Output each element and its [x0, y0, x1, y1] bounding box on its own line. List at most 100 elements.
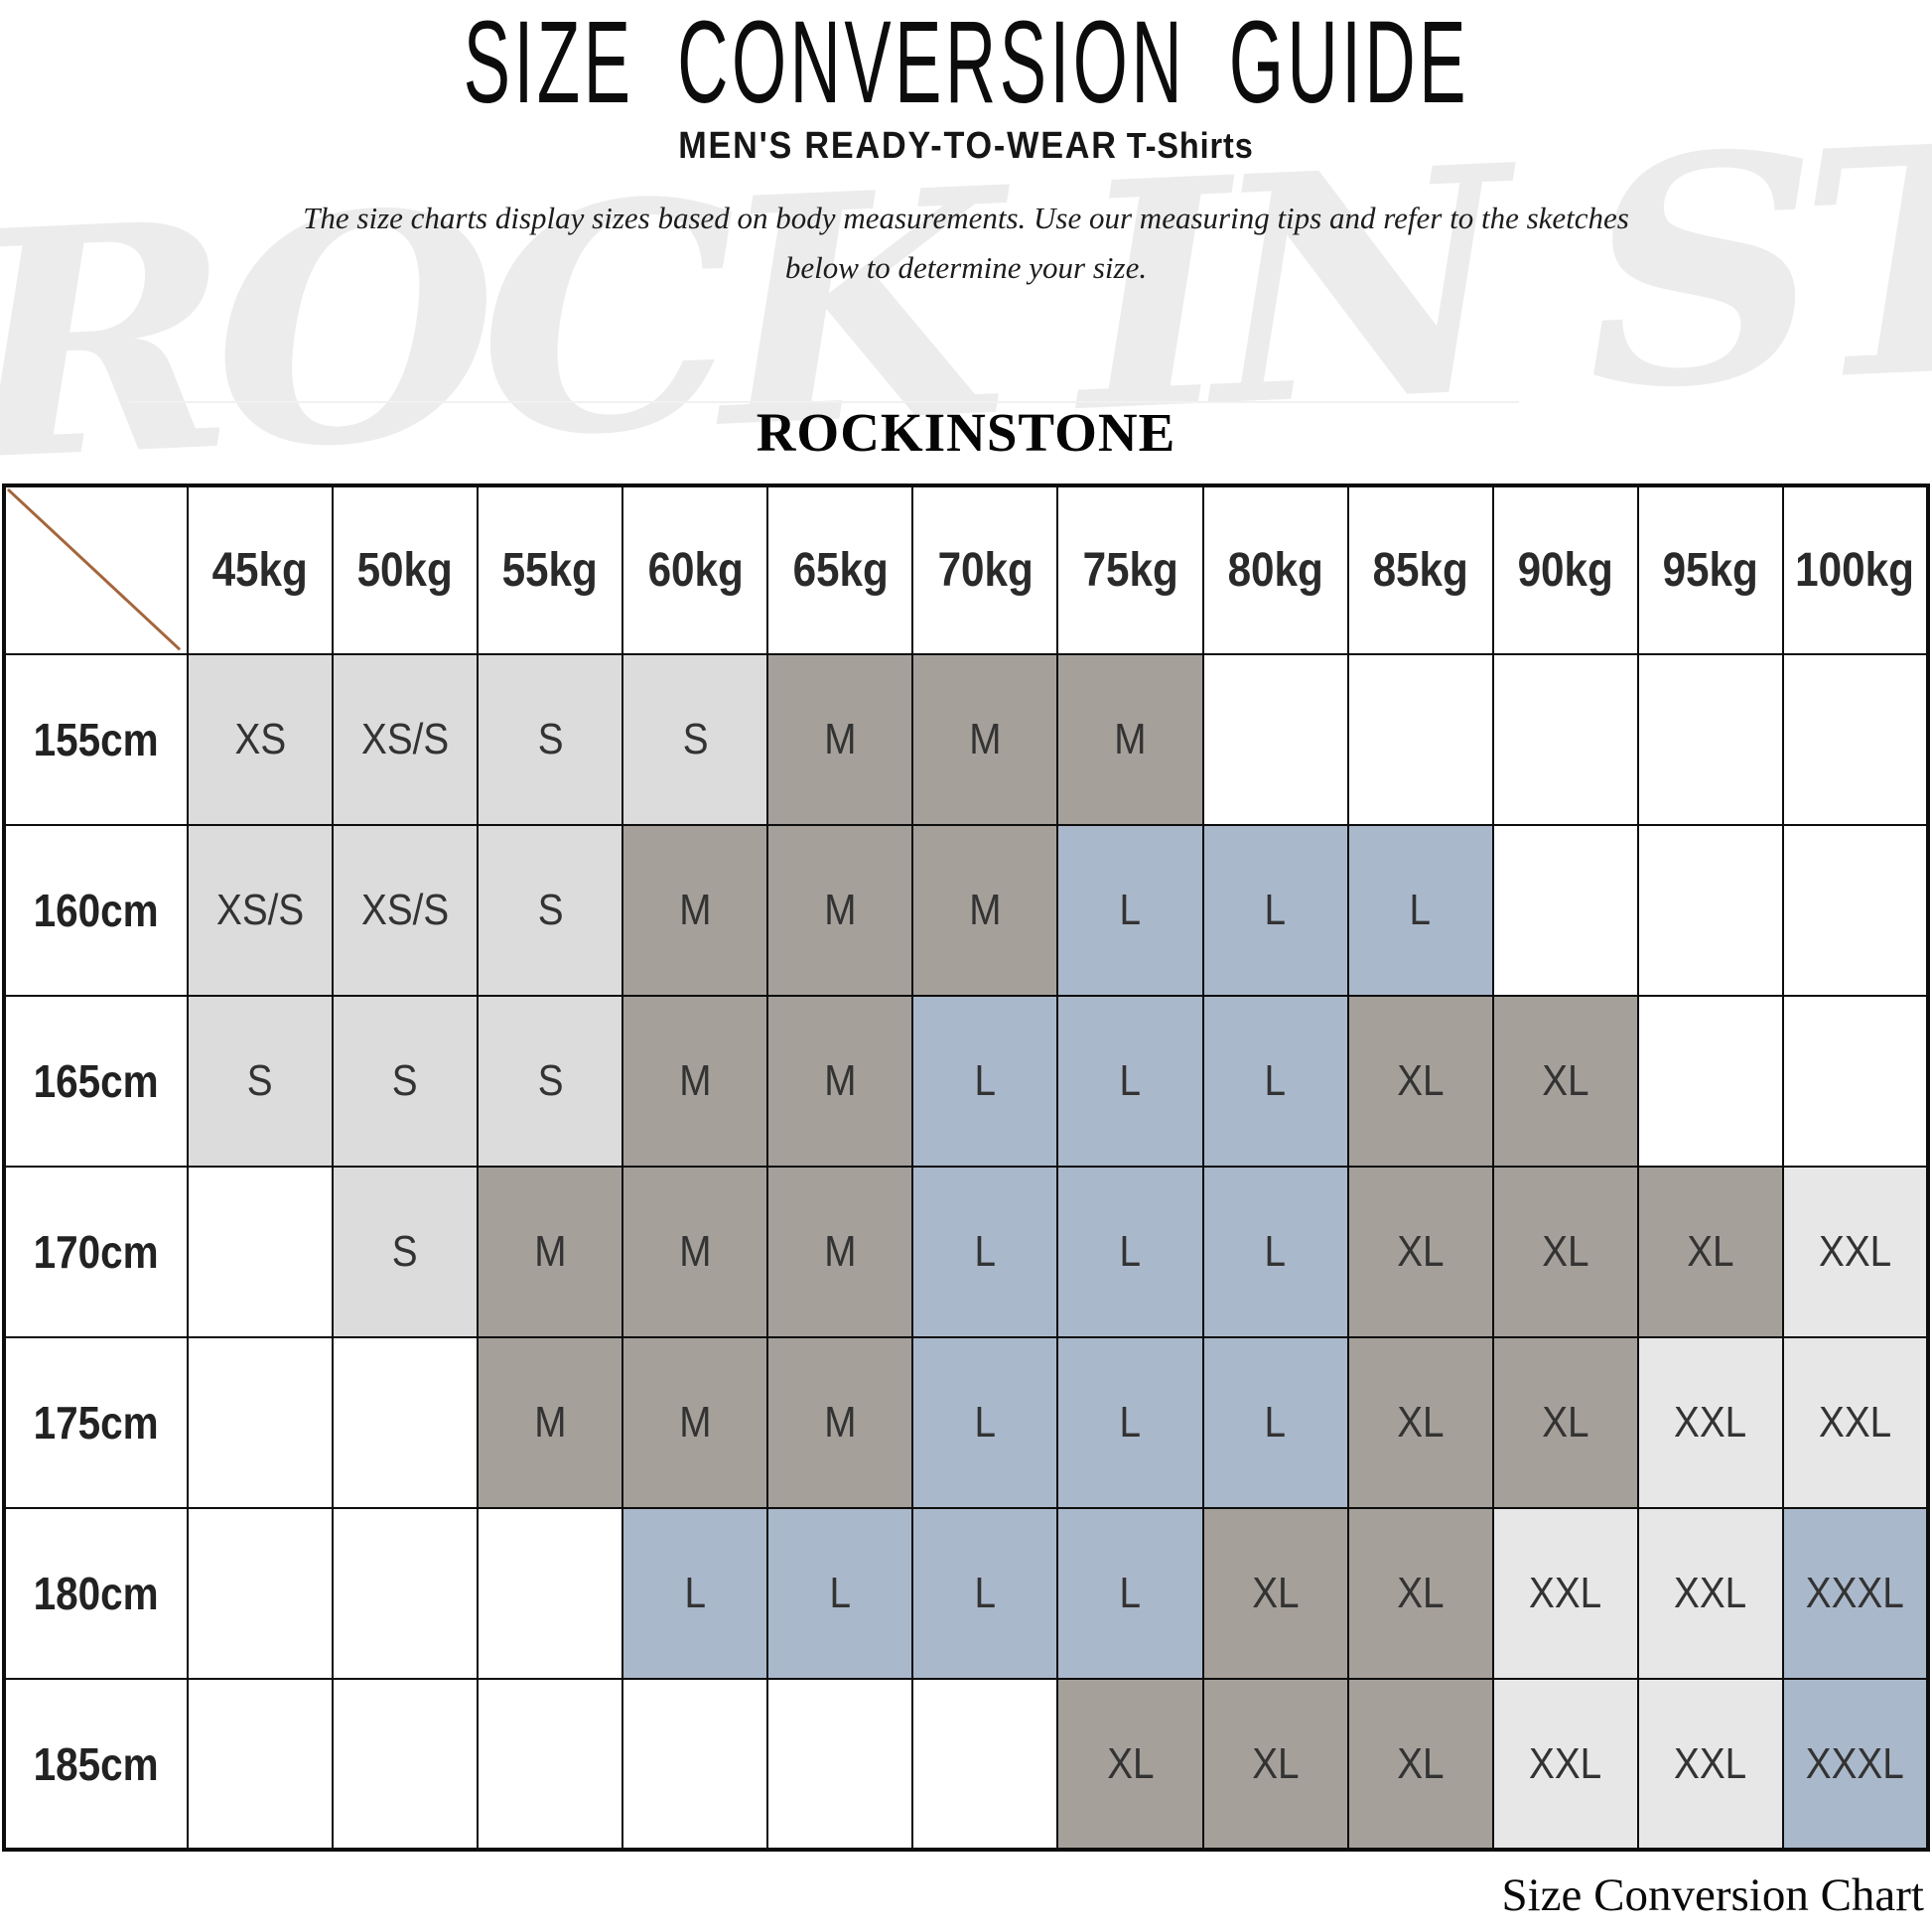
empty-cell	[1201, 653, 1349, 827]
height-row-label: 180cm	[33, 1568, 160, 1620]
size-cell: XL	[1346, 1166, 1494, 1339]
size-cell-label: XL	[1687, 1227, 1734, 1277]
diagonal-line-icon	[6, 487, 182, 651]
weight-header-cell: 70kg	[911, 483, 1059, 656]
size-cell-label: S	[247, 1056, 273, 1106]
size-cell-label: L	[1119, 1056, 1142, 1106]
size-cell: M	[766, 1336, 914, 1510]
weight-header-cell: 50kg	[332, 483, 480, 656]
empty-cell	[477, 1678, 624, 1852]
weight-header-label: 55kg	[502, 544, 599, 598]
size-cell-label: M	[824, 715, 857, 764]
size-cell: M	[621, 995, 769, 1169]
size-cell: L	[1201, 824, 1349, 998]
weight-header-label: 65kg	[792, 544, 889, 598]
height-row-label: 160cm	[33, 885, 160, 937]
empty-cell	[911, 1678, 1059, 1852]
empty-cell	[1491, 653, 1639, 827]
size-cell-label: M	[824, 886, 857, 935]
size-cell-label: L	[974, 1227, 997, 1277]
subtitle-product: T-Shirts	[1126, 125, 1254, 166]
size-cell: XXL	[1491, 1678, 1639, 1852]
empty-cell	[186, 1336, 335, 1510]
height-row: 180cm L L L L XL XL XXL XXL XXXL	[3, 1507, 1930, 1681]
description-line-1: The size charts display sizes based on b…	[303, 201, 1629, 235]
weight-header-cell: 55kg	[477, 483, 624, 656]
size-cell-label: XL	[1106, 1738, 1155, 1788]
size-cell-label: XL	[1542, 1056, 1589, 1106]
size-cell: M	[621, 824, 769, 998]
empty-cell	[1636, 653, 1784, 827]
size-cell: L	[1201, 1336, 1349, 1510]
table-body: 155cm XS XS/S S S M M M 160cm XS/S XS/S S M M M L L L 165c…	[3, 653, 1930, 1852]
size-cell: M	[766, 995, 914, 1169]
size-cell-label: S	[392, 1227, 419, 1277]
page-title: SIZE CONVERSION GUIDE	[463, 0, 1469, 128]
size-cell-label: L	[1264, 886, 1287, 935]
size-cell-label: XXL	[1529, 1569, 1602, 1618]
size-cell: L	[1056, 1336, 1204, 1510]
size-cell-label: XL	[1396, 1056, 1445, 1106]
empty-cell	[332, 1678, 480, 1852]
size-cell: L	[1346, 824, 1494, 998]
size-cell: XXL	[1781, 1336, 1930, 1510]
size-cell-label: M	[969, 886, 1002, 935]
size-cell-label: L	[1119, 886, 1142, 935]
weight-header-label: 45kg	[211, 544, 309, 598]
size-cell: XS/S	[186, 824, 335, 998]
size-cell-label: XL	[1396, 1227, 1445, 1277]
size-cell-label: XXL	[1529, 1738, 1602, 1788]
size-cell-label: XXL	[1818, 1398, 1892, 1448]
size-cell-label: L	[974, 1569, 997, 1618]
size-cell: XXL	[1636, 1336, 1784, 1510]
size-cell: L	[1201, 1166, 1349, 1339]
height-row-label-cell: 160cm	[3, 824, 189, 998]
weight-header-label: 70kg	[937, 544, 1034, 598]
size-cell-label: M	[969, 715, 1002, 764]
weight-header-label: 95kg	[1662, 544, 1758, 598]
empty-cell	[332, 1507, 480, 1681]
size-cell-label: XL	[1396, 1738, 1445, 1788]
size-cell: XXL	[1781, 1166, 1930, 1339]
size-cell: M	[911, 653, 1059, 827]
empty-cell	[621, 1678, 769, 1852]
height-row: 155cm XS XS/S S S M M M	[3, 653, 1930, 827]
size-cell: XL	[1201, 1507, 1349, 1681]
size-cell-label: M	[824, 1056, 857, 1106]
size-cell: M	[477, 1336, 624, 1510]
weight-header-row: 45kg 50kg 55kg 60kg 65kg 70kg 75kg 80kg 85kg 90kg…	[3, 483, 1930, 656]
weight-header-cell: 100kg	[1781, 483, 1930, 656]
size-cell-label: XL	[1542, 1227, 1589, 1277]
size-cell: L	[621, 1507, 769, 1681]
weight-header-cell: 90kg	[1491, 483, 1639, 656]
weight-header-label: 100kg	[1795, 544, 1915, 598]
size-cell: S	[477, 995, 624, 1169]
size-cell: XL	[1201, 1678, 1349, 1852]
weight-header-cell: 45kg	[186, 483, 335, 656]
size-cell-label: XXL	[1674, 1569, 1747, 1618]
size-cell-label: XS/S	[360, 886, 450, 935]
size-cell: XL	[1346, 1336, 1494, 1510]
empty-cell	[1491, 824, 1639, 998]
height-row: 160cm XS/S XS/S S M M M L L L	[3, 824, 1930, 998]
size-cell: S	[186, 995, 335, 1169]
size-cell-label: S	[537, 886, 564, 935]
size-cell-label: L	[974, 1056, 997, 1106]
weight-header-label: 50kg	[356, 544, 454, 598]
size-cell-label: XL	[1542, 1398, 1589, 1448]
height-row-label: 175cm	[33, 1397, 160, 1449]
size-cell: M	[1056, 653, 1204, 827]
height-row-label-cell: 155cm	[3, 653, 189, 827]
size-conversion-table: 45kg 50kg 55kg 60kg 65kg 70kg 75kg 80kg 85kg 90kg…	[2, 483, 1930, 1853]
height-row-label-cell: 185cm	[3, 1678, 189, 1852]
height-row-label: 155cm	[33, 714, 160, 766]
size-cell-label: L	[829, 1569, 852, 1618]
size-cell: XXXL	[1781, 1507, 1930, 1681]
subtitle: MEN'S READY-TO-WEAR T-Shirts	[0, 125, 1932, 168]
size-cell: XL	[1346, 1678, 1494, 1852]
size-cell: S	[477, 824, 624, 998]
weight-header-cell: 85kg	[1346, 483, 1494, 656]
empty-cell	[186, 1166, 335, 1339]
weight-header-cell: 65kg	[766, 483, 914, 656]
size-cell: S	[332, 995, 480, 1169]
